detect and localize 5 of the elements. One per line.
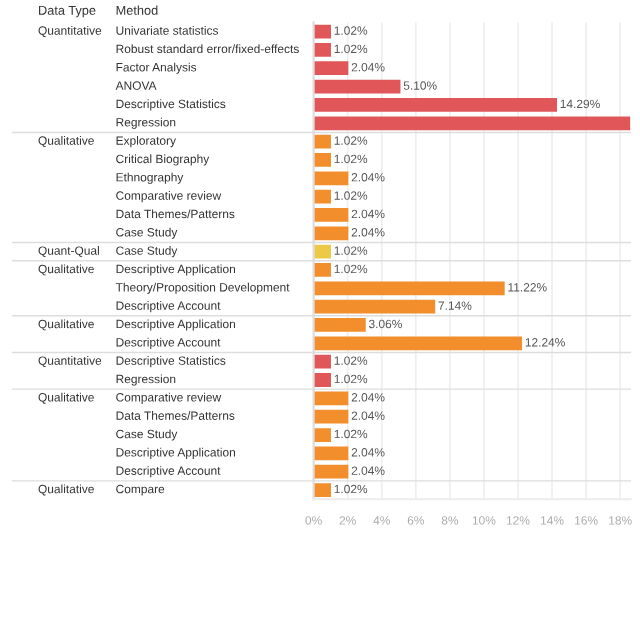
bar (313, 61, 349, 76)
bar (313, 43, 331, 57)
bar (313, 79, 401, 94)
bar (313, 98, 557, 112)
bar (313, 116, 631, 131)
